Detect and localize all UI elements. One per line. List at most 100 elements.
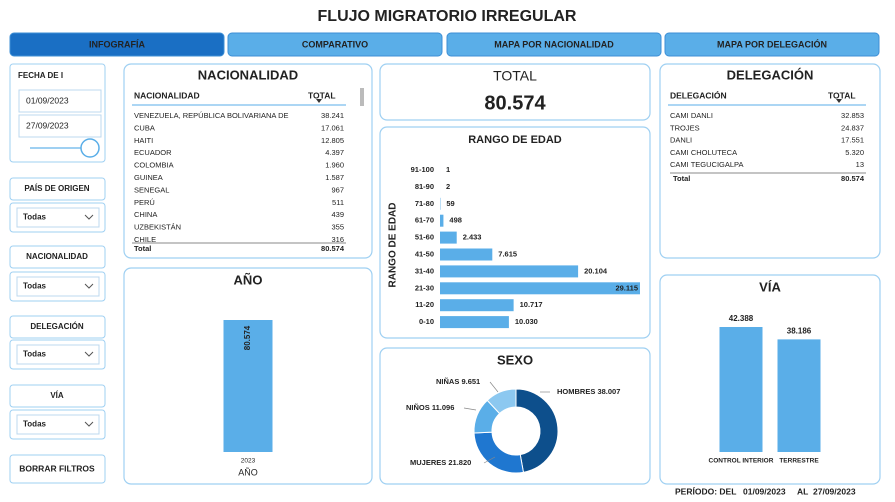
slice-value: 11.096	[432, 403, 455, 412]
donut-slice	[486, 388, 517, 415]
slice-category: NIÑOS	[406, 403, 430, 412]
table-cell: PERÚ	[134, 198, 155, 207]
tab-label: MAPA POR DELEGACIÓN	[717, 38, 827, 49]
clear-filters-label: BORRAR FILTROS	[19, 463, 95, 473]
panel	[379, 63, 651, 121]
y-axis-label: RANGO DE EDAD	[388, 202, 399, 287]
slicer-header	[9, 245, 106, 269]
table-cell: 24.837	[841, 123, 864, 132]
slice-label: NIÑOS 11.096	[406, 403, 454, 412]
donut-slice	[515, 388, 559, 473]
table-header: NACIONALIDAD	[134, 90, 200, 100]
slicer-value: Todas	[23, 213, 47, 222]
table-total: Total	[134, 244, 151, 253]
table-cell: HAITI	[134, 136, 153, 145]
table-cell: 32.853	[841, 111, 864, 120]
period-date: 01/09/2023	[743, 486, 786, 496]
slicer-value: Todas	[23, 420, 47, 429]
slicer-select[interactable]	[16, 207, 100, 228]
y-tick-label: 81-90	[415, 182, 434, 191]
bar	[223, 320, 273, 452]
tab-label: MAPA POR NACIONALIDAD	[494, 39, 614, 49]
table-header: DELEGACIÓN	[670, 89, 727, 100]
dropdown-chevron	[84, 351, 94, 357]
table-cell: 355	[331, 223, 344, 232]
dashboard-title: FLUJO MIGRATORIO IRREGULAR	[318, 8, 577, 25]
table-cell: 511	[332, 198, 344, 207]
tab[interactable]	[9, 32, 225, 57]
bar	[440, 316, 509, 329]
bar	[440, 299, 514, 312]
table-body: CAMI DANLI 32.853 TROJES 24.837 DANLI 17.551 C…	[670, 111, 864, 169]
table-cell: 316	[331, 235, 344, 244]
sort-arrow	[316, 99, 322, 103]
chart-title: AÑO	[234, 272, 263, 287]
leader-line	[489, 381, 499, 393]
slicer-label: VÍA	[50, 391, 64, 400]
table-cell: 1.960	[325, 161, 344, 170]
bar	[777, 339, 821, 452]
panel	[659, 274, 881, 485]
slicer-select[interactable]	[16, 344, 100, 365]
slice-label: MUJERES 21.820	[410, 458, 471, 467]
date-input[interactable]	[18, 89, 102, 113]
value-label: 80.574	[243, 325, 252, 350]
slicer-select[interactable]	[16, 276, 100, 297]
bar	[440, 231, 457, 244]
bar	[440, 214, 444, 227]
table-cell: 17.061	[321, 123, 344, 132]
tab-label: INFOGRAFÍA	[89, 39, 145, 49]
table-total: 80.574	[321, 244, 345, 253]
x-tick-label: CONTROL INTERIOR	[709, 458, 774, 465]
table-cell: 967	[331, 185, 344, 194]
sort-arrow	[836, 99, 842, 103]
table-total: 80.574	[841, 174, 865, 183]
table-cell: 12.805	[321, 136, 344, 145]
slicer-header	[9, 315, 106, 339]
table-cell: CUBA	[134, 123, 155, 132]
tab-label: COMPARATIVO	[302, 39, 368, 49]
value-label: 7.615	[498, 249, 517, 258]
tab[interactable]	[227, 32, 443, 57]
bar	[440, 265, 579, 278]
tab[interactable]	[664, 32, 880, 57]
y-tick-label: 91-100	[411, 165, 434, 174]
table-cell: ECUADOR	[134, 148, 172, 157]
table-cell: CHILE	[134, 235, 156, 244]
table-cell: VENEZUELA, REPÚBLICA BOLIVARIANA DE	[134, 111, 289, 120]
slice-label: NIÑAS 9.651	[436, 377, 480, 386]
date-slider-handle[interactable]	[80, 138, 100, 158]
value-label: 10.717	[520, 300, 543, 309]
slice-category: NIÑAS	[436, 377, 459, 386]
table-cell: 4.397	[325, 148, 344, 157]
slicer-select[interactable]	[16, 414, 100, 435]
table-cell: CHINA	[134, 210, 157, 219]
slice-label: HOMBRES 38.007	[557, 387, 620, 396]
tab[interactable]	[446, 32, 662, 57]
y-tick-label: 61-70	[415, 216, 434, 225]
table-cell: 13	[856, 160, 864, 169]
table-total: Total	[673, 174, 690, 183]
table-cell: 5.320	[845, 148, 864, 157]
date-input[interactable]	[18, 114, 102, 138]
value-label: 1	[446, 165, 450, 174]
x-axis-label: AÑO	[238, 467, 258, 477]
slicer-header	[9, 177, 106, 201]
table-cell: GUINEA	[134, 173, 163, 182]
chart-title: SEXO	[497, 352, 533, 367]
period-label: PERÍODO: DEL	[675, 486, 736, 496]
y-tick-label: 21-30	[415, 283, 434, 292]
clear-filters-button[interactable]	[9, 454, 106, 484]
date-input-value: 27/09/2023	[26, 120, 69, 130]
scrollbar	[360, 88, 364, 106]
table-cell: 17.551	[841, 136, 864, 145]
table-header: TOTAL	[828, 90, 856, 100]
value-label: 2.433	[463, 233, 482, 242]
table-cell: CAMI CHOLUTECA	[670, 148, 737, 157]
dropdown-chevron	[84, 214, 94, 220]
table-title: NACIONALIDAD	[198, 67, 298, 82]
table-cell: DANLI	[670, 136, 692, 145]
table-body: VENEZUELA, REPÚBLICA BOLIVARIANA DE 38.24…	[134, 111, 344, 244]
chart-title: VÍA	[759, 279, 781, 294]
slicer-value: Todas	[23, 350, 47, 359]
